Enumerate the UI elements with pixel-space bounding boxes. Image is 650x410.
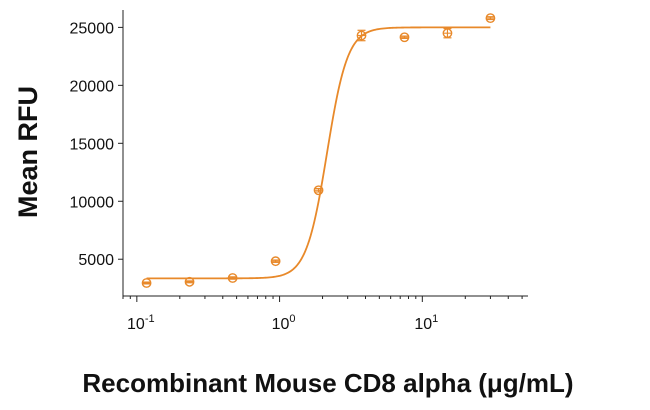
data-points: [141, 13, 496, 288]
x-tick-label: 101: [414, 313, 438, 333]
x-axis-title: Recombinant Mouse CD8 alpha (μg/mL): [82, 368, 573, 398]
y-tick-label: 20000: [70, 78, 115, 95]
data-point: [356, 29, 367, 42]
y-tick-label: 10000: [70, 194, 115, 211]
y-tick-label: 25000: [70, 20, 115, 37]
data-point: [184, 276, 195, 287]
x-tick-label: 10-1: [127, 313, 155, 333]
x-axis: 10-1 100 101: [122, 295, 528, 333]
data-point: [399, 32, 410, 43]
fit-curve: [146, 26, 491, 280]
data-point: [227, 273, 238, 283]
data-point: [485, 13, 496, 24]
y-axis-title: Mean RFU: [13, 86, 43, 218]
data-point: [141, 278, 152, 288]
y-tick-label: 5000: [78, 252, 114, 269]
data-point: [313, 185, 324, 196]
data-point: [270, 256, 281, 267]
y-axis: 5000 10000 15000 20000 25000: [70, 10, 124, 296]
x-tick-label: 100: [272, 313, 296, 333]
data-point: [442, 27, 453, 39]
y-tick-label: 15000: [70, 136, 115, 153]
